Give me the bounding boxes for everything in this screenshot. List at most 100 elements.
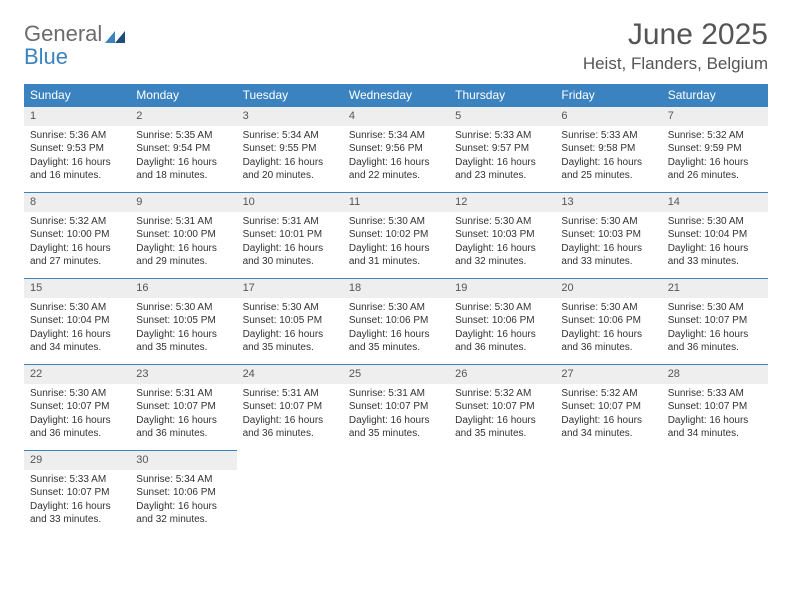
day-number: 5 xyxy=(449,106,555,126)
day-number: 15 xyxy=(24,278,130,298)
day-number: 12 xyxy=(449,192,555,212)
day-data: Sunrise: 5:30 AMSunset: 10:03 PMDaylight… xyxy=(555,212,661,275)
day-number: 23 xyxy=(130,364,236,384)
calendar: SundayMondayTuesdayWednesdayThursdayFrid… xyxy=(24,84,768,536)
day-cell: 25Sunrise: 5:31 AMSunset: 10:07 PMDaylig… xyxy=(343,364,449,450)
day-data: Sunrise: 5:32 AMSunset: 10:07 PMDaylight… xyxy=(555,384,661,447)
day-number: 21 xyxy=(662,278,768,298)
day-number: 26 xyxy=(449,364,555,384)
day-number: 19 xyxy=(449,278,555,298)
day-cell: 23Sunrise: 5:31 AMSunset: 10:07 PMDaylig… xyxy=(130,364,236,450)
day-number: 10 xyxy=(237,192,343,212)
day-number: 27 xyxy=(555,364,661,384)
day-data: Sunrise: 5:30 AMSunset: 10:02 PMDaylight… xyxy=(343,212,449,275)
day-number: 7 xyxy=(662,106,768,126)
day-data: Sunrise: 5:31 AMSunset: 10:07 PMDaylight… xyxy=(343,384,449,447)
day-cell: 26Sunrise: 5:32 AMSunset: 10:07 PMDaylig… xyxy=(449,364,555,450)
day-cell: 12Sunrise: 5:30 AMSunset: 10:03 PMDaylig… xyxy=(449,192,555,278)
day-data: Sunrise: 5:35 AMSunset: 9:54 PMDaylight:… xyxy=(130,126,236,189)
day-cell: 21Sunrise: 5:30 AMSunset: 10:07 PMDaylig… xyxy=(662,278,768,364)
day-number: 9 xyxy=(130,192,236,212)
day-data: Sunrise: 5:33 AMSunset: 10:07 PMDaylight… xyxy=(662,384,768,447)
day-number: 1 xyxy=(24,106,130,126)
day-number: 30 xyxy=(130,450,236,470)
day-data: Sunrise: 5:30 AMSunset: 10:04 PMDaylight… xyxy=(662,212,768,275)
day-cell: 24Sunrise: 5:31 AMSunset: 10:07 PMDaylig… xyxy=(237,364,343,450)
day-data: Sunrise: 5:31 AMSunset: 10:07 PMDaylight… xyxy=(237,384,343,447)
day-number: 13 xyxy=(555,192,661,212)
day-header: Wednesday xyxy=(343,84,449,106)
day-cell: 9Sunrise: 5:31 AMSunset: 10:00 PMDayligh… xyxy=(130,192,236,278)
header: GeneralBlue June 2025 Heist, Flanders, B… xyxy=(24,18,768,74)
day-number: 22 xyxy=(24,364,130,384)
day-number: 29 xyxy=(24,450,130,470)
day-cell: 19Sunrise: 5:30 AMSunset: 10:06 PMDaylig… xyxy=(449,278,555,364)
day-cell: 29Sunrise: 5:33 AMSunset: 10:07 PMDaylig… xyxy=(24,450,130,536)
day-cell: 17Sunrise: 5:30 AMSunset: 10:05 PMDaylig… xyxy=(237,278,343,364)
day-header: Tuesday xyxy=(237,84,343,106)
day-cell: 30Sunrise: 5:34 AMSunset: 10:06 PMDaylig… xyxy=(130,450,236,536)
day-data: Sunrise: 5:32 AMSunset: 10:07 PMDaylight… xyxy=(449,384,555,447)
day-cell: 27Sunrise: 5:32 AMSunset: 10:07 PMDaylig… xyxy=(555,364,661,450)
day-header: Saturday xyxy=(662,84,768,106)
day-data: Sunrise: 5:31 AMSunset: 10:07 PMDaylight… xyxy=(130,384,236,447)
day-cell: 11Sunrise: 5:30 AMSunset: 10:02 PMDaylig… xyxy=(343,192,449,278)
logo-icon xyxy=(105,24,125,47)
day-data: Sunrise: 5:32 AMSunset: 9:59 PMDaylight:… xyxy=(662,126,768,189)
day-data: Sunrise: 5:30 AMSunset: 10:06 PMDaylight… xyxy=(343,298,449,361)
day-number: 3 xyxy=(237,106,343,126)
day-number: 18 xyxy=(343,278,449,298)
title-block: June 2025 Heist, Flanders, Belgium xyxy=(583,18,768,74)
day-data: Sunrise: 5:30 AMSunset: 10:04 PMDaylight… xyxy=(24,298,130,361)
day-header: Friday xyxy=(555,84,661,106)
day-cell: 20Sunrise: 5:30 AMSunset: 10:06 PMDaylig… xyxy=(555,278,661,364)
logo: GeneralBlue xyxy=(24,18,125,68)
day-number: 6 xyxy=(555,106,661,126)
day-data: Sunrise: 5:30 AMSunset: 10:06 PMDaylight… xyxy=(555,298,661,361)
day-data: Sunrise: 5:34 AMSunset: 10:06 PMDaylight… xyxy=(130,470,236,533)
day-header: Monday xyxy=(130,84,236,106)
day-data: Sunrise: 5:30 AMSunset: 10:06 PMDaylight… xyxy=(449,298,555,361)
day-data: Sunrise: 5:36 AMSunset: 9:53 PMDaylight:… xyxy=(24,126,130,189)
day-number: 14 xyxy=(662,192,768,212)
day-data: Sunrise: 5:33 AMSunset: 9:58 PMDaylight:… xyxy=(555,126,661,189)
day-cell: 22Sunrise: 5:30 AMSunset: 10:07 PMDaylig… xyxy=(24,364,130,450)
logo-word1: General xyxy=(24,21,102,46)
day-header: Sunday xyxy=(24,84,130,106)
day-data: Sunrise: 5:32 AMSunset: 10:00 PMDaylight… xyxy=(24,212,130,275)
day-data: Sunrise: 5:31 AMSunset: 10:00 PMDaylight… xyxy=(130,212,236,275)
calendar-head: SundayMondayTuesdayWednesdayThursdayFrid… xyxy=(24,84,768,106)
day-data: Sunrise: 5:33 AMSunset: 9:57 PMDaylight:… xyxy=(449,126,555,189)
day-cell: 13Sunrise: 5:30 AMSunset: 10:03 PMDaylig… xyxy=(555,192,661,278)
day-cell: 6Sunrise: 5:33 AMSunset: 9:58 PMDaylight… xyxy=(555,106,661,192)
day-cell: 18Sunrise: 5:30 AMSunset: 10:06 PMDaylig… xyxy=(343,278,449,364)
day-number: 16 xyxy=(130,278,236,298)
day-number: 28 xyxy=(662,364,768,384)
day-cell: 7Sunrise: 5:32 AMSunset: 9:59 PMDaylight… xyxy=(662,106,768,192)
day-data: Sunrise: 5:31 AMSunset: 10:01 PMDaylight… xyxy=(237,212,343,275)
day-data: Sunrise: 5:34 AMSunset: 9:55 PMDaylight:… xyxy=(237,126,343,189)
day-data: Sunrise: 5:33 AMSunset: 10:07 PMDaylight… xyxy=(24,470,130,533)
day-number: 24 xyxy=(237,364,343,384)
day-cell: .. xyxy=(449,450,555,536)
day-cell: 8Sunrise: 5:32 AMSunset: 10:00 PMDayligh… xyxy=(24,192,130,278)
day-cell: 2Sunrise: 5:35 AMSunset: 9:54 PMDaylight… xyxy=(130,106,236,192)
day-data: Sunrise: 5:30 AMSunset: 10:07 PMDaylight… xyxy=(662,298,768,361)
day-cell: 3Sunrise: 5:34 AMSunset: 9:55 PMDaylight… xyxy=(237,106,343,192)
day-number: 8 xyxy=(24,192,130,212)
day-number: 4 xyxy=(343,106,449,126)
day-cell: 28Sunrise: 5:33 AMSunset: 10:07 PMDaylig… xyxy=(662,364,768,450)
day-cell: 5Sunrise: 5:33 AMSunset: 9:57 PMDaylight… xyxy=(449,106,555,192)
day-cell: .. xyxy=(237,450,343,536)
day-data: Sunrise: 5:30 AMSunset: 10:05 PMDaylight… xyxy=(237,298,343,361)
day-cell: .. xyxy=(662,450,768,536)
day-cell: 10Sunrise: 5:31 AMSunset: 10:01 PMDaylig… xyxy=(237,192,343,278)
month-title: June 2025 xyxy=(583,18,768,52)
day-data: Sunrise: 5:30 AMSunset: 10:03 PMDaylight… xyxy=(449,212,555,275)
calendar-body: 1Sunrise: 5:36 AMSunset: 9:53 PMDaylight… xyxy=(24,106,768,536)
day-number: 25 xyxy=(343,364,449,384)
day-cell: 16Sunrise: 5:30 AMSunset: 10:05 PMDaylig… xyxy=(130,278,236,364)
day-number: 17 xyxy=(237,278,343,298)
logo-word2: Blue xyxy=(24,44,68,69)
day-number: 11 xyxy=(343,192,449,212)
